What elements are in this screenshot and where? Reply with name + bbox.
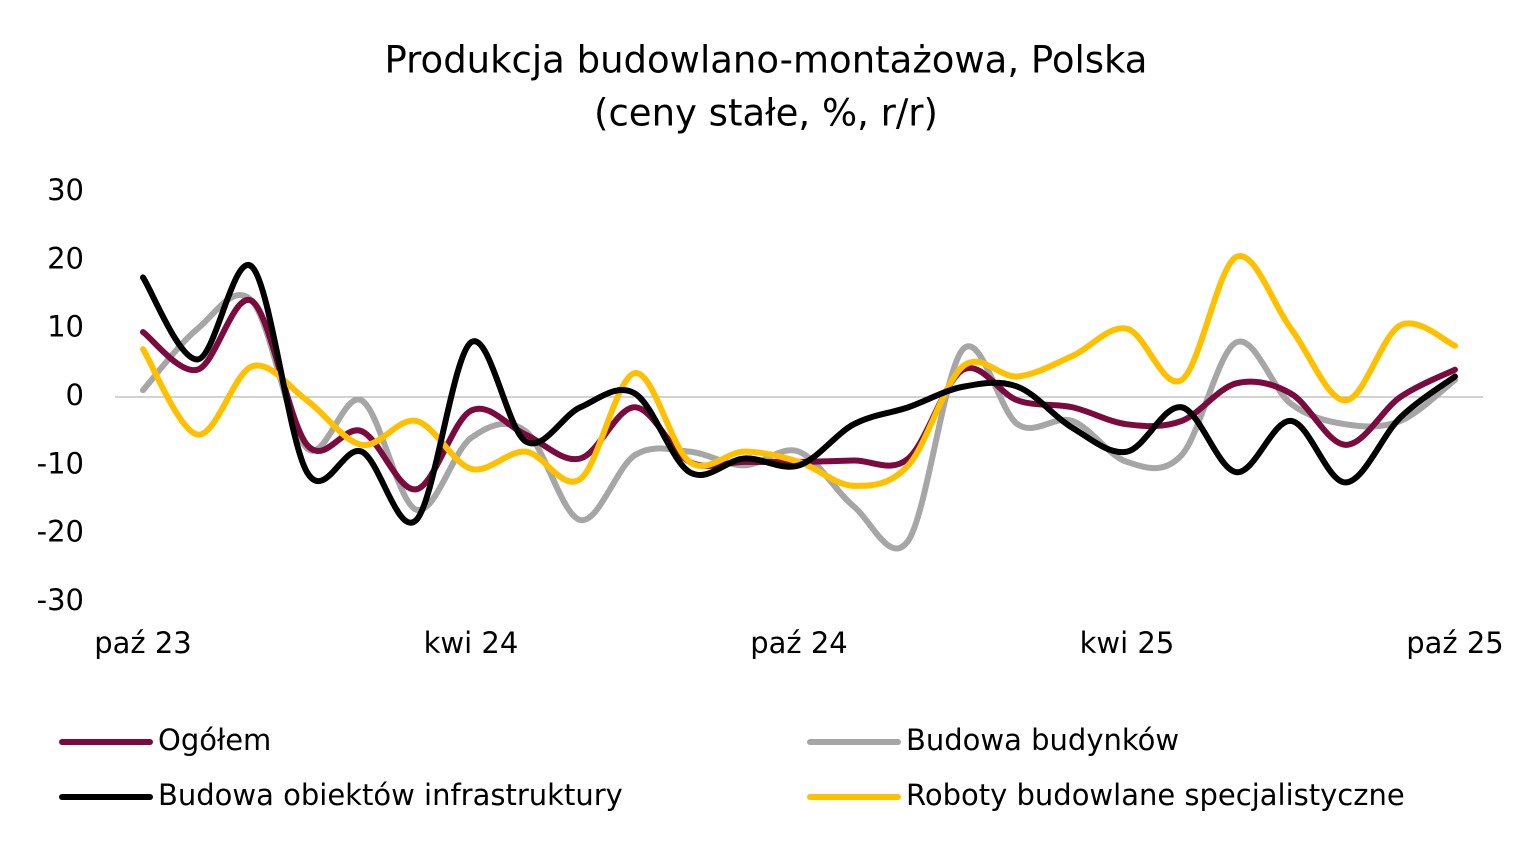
series-line [140,261,1458,526]
y-tick-label: 20 [47,241,84,275]
x-tick-label: kwi 25 [1080,626,1175,660]
y-tick-label: 30 [47,173,84,207]
legend-label: Ogółem [158,723,271,757]
legend-label: Roboty budowlane specjalistyczne [906,778,1405,812]
legend-label: Budowa budynków [906,723,1179,757]
y-tick-label: -30 [37,583,84,617]
x-tick-label: paź 25 [1406,626,1504,660]
y-tick-label: 0 [66,378,84,412]
legend-label: Budowa obiektów infrastruktury [158,778,623,812]
series-line [140,292,1458,552]
series-line [140,253,1458,489]
y-tick-label: -10 [37,446,84,480]
x-tick-label: paź 23 [94,626,192,660]
chart-subtitle: (ceny stałe, %, r/r) [594,92,938,135]
x-tick-label: paź 24 [750,626,848,660]
y-tick-label: -20 [37,515,84,549]
chart-title: Produkcja budowlano-montażowa, Polska [385,39,1148,82]
x-tick-label: kwi 24 [424,626,519,660]
y-tick-label: 10 [47,310,84,344]
